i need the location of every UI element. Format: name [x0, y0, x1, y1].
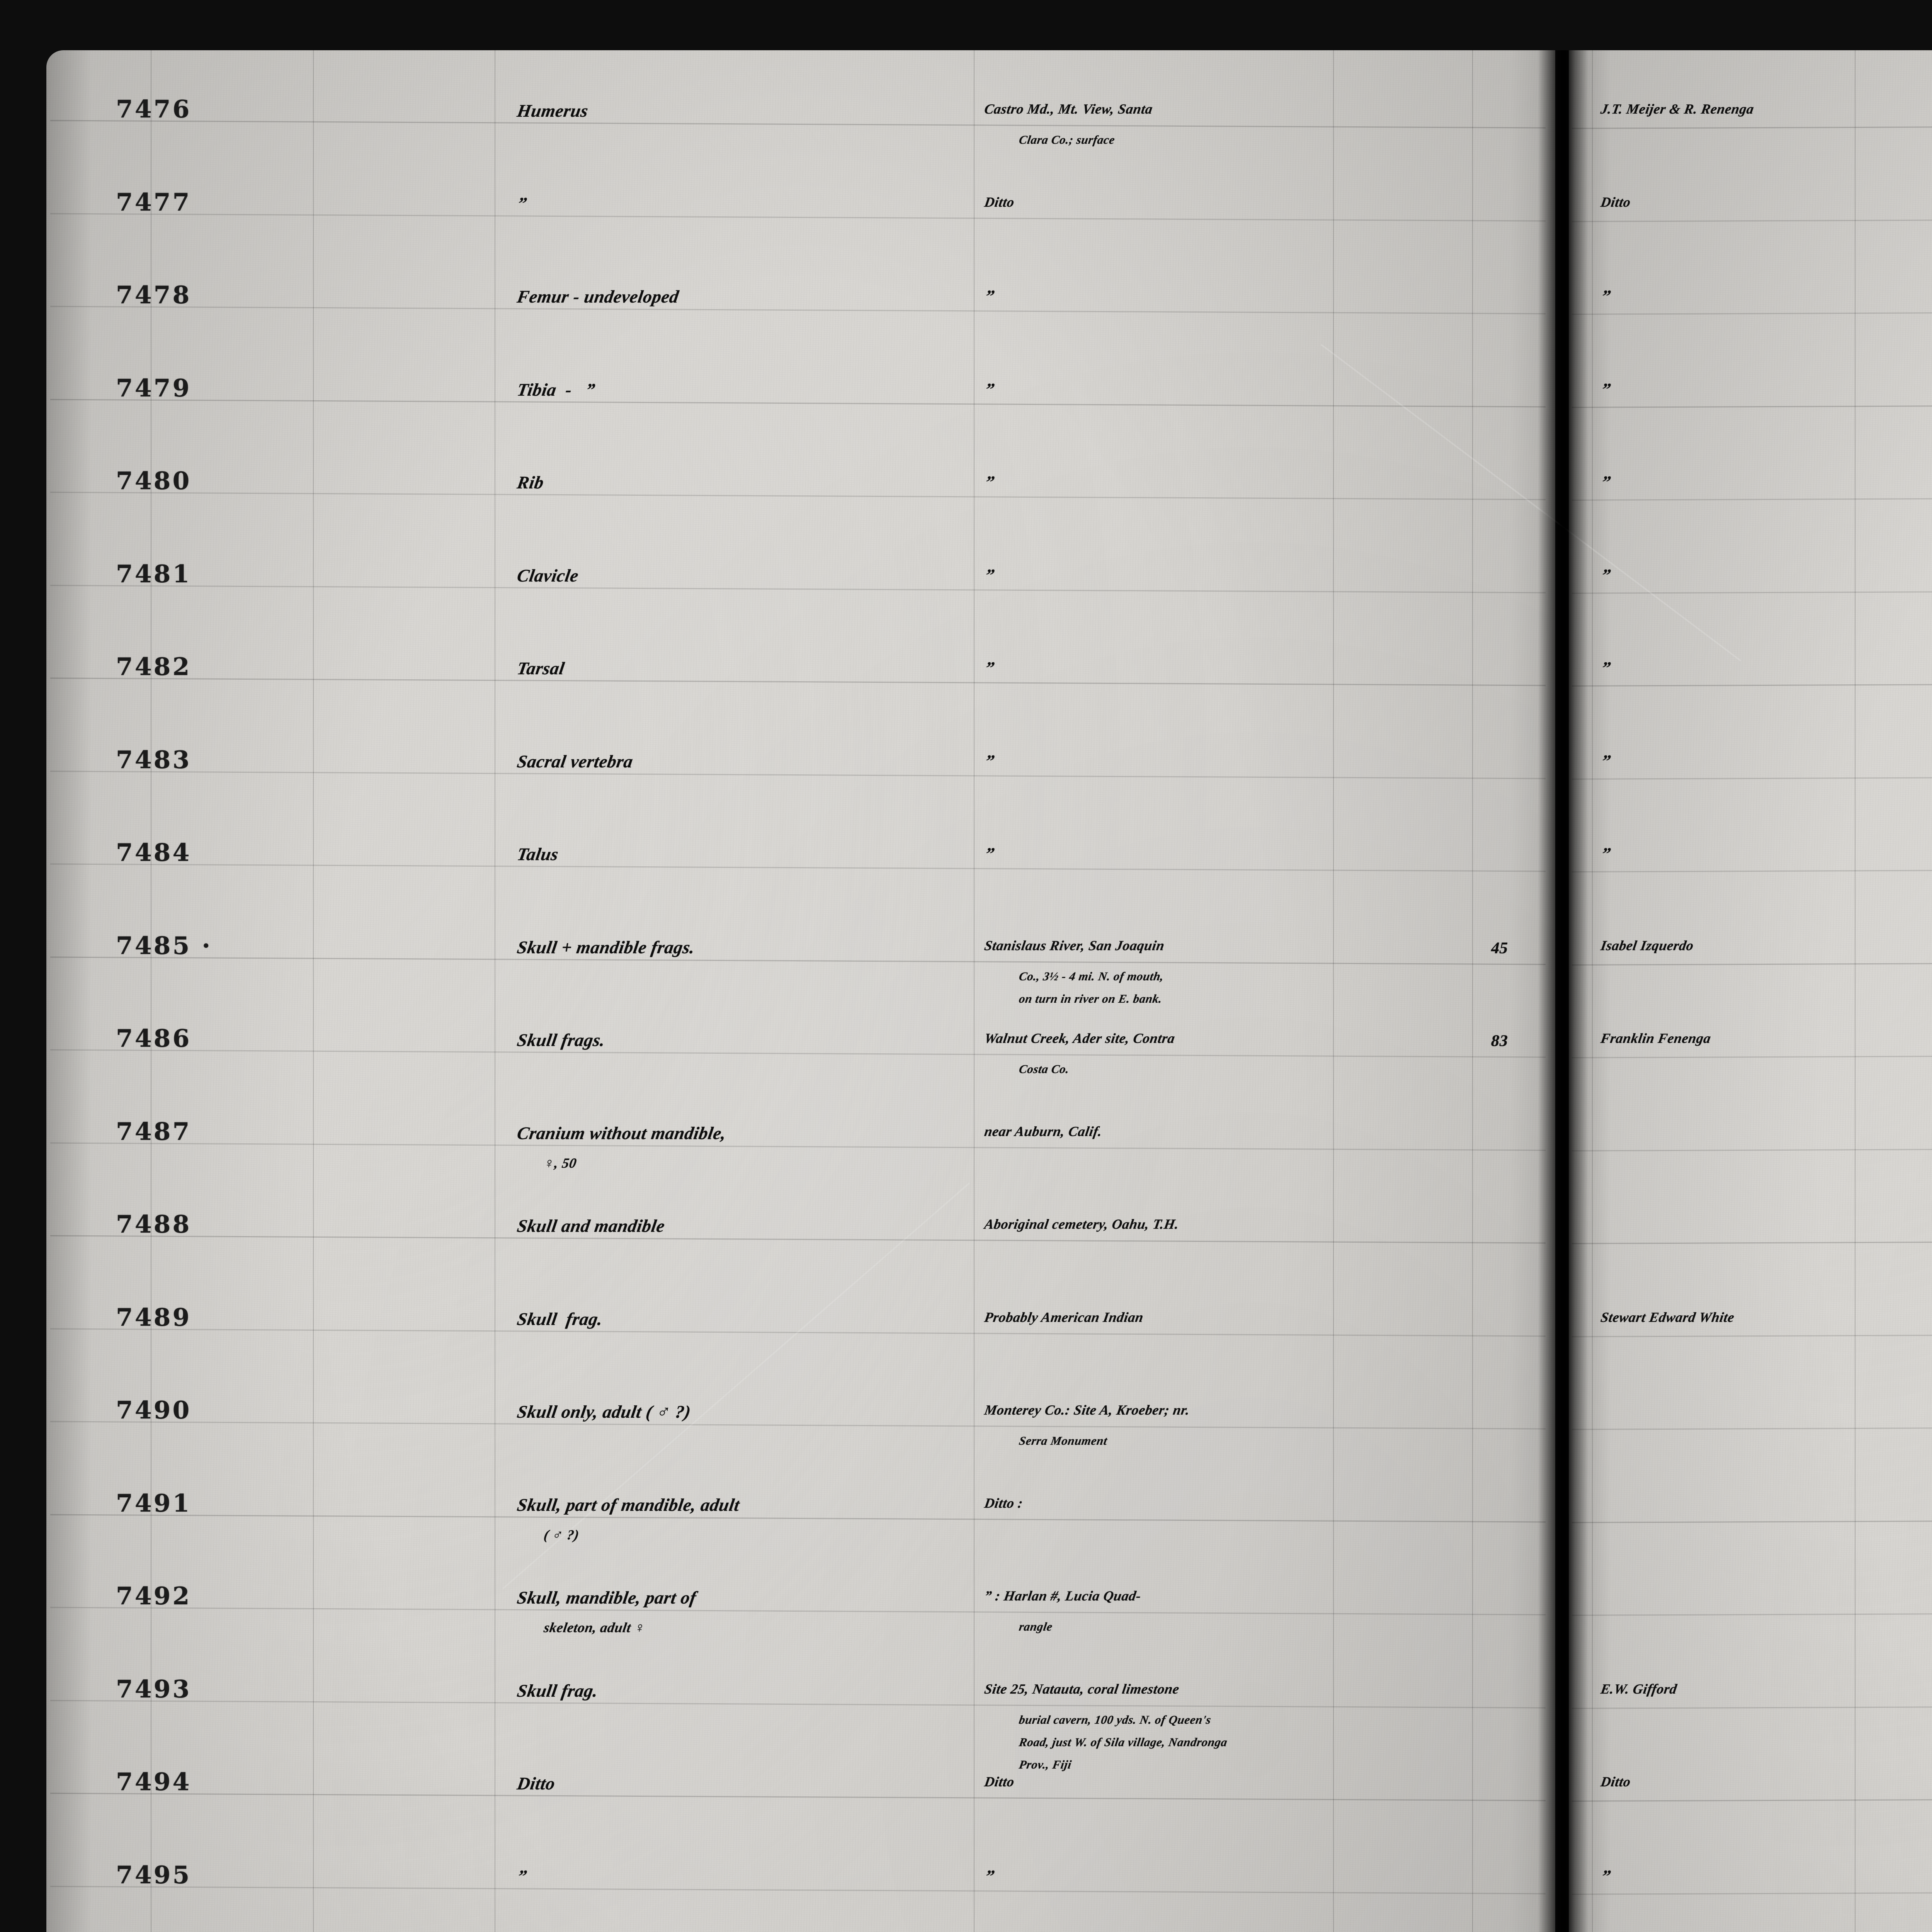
locality-provenience-cont: Costa Co.	[1018, 1062, 1070, 1076]
ledger-page-left	[46, 50, 1555, 1932]
catalog-number: 7482	[116, 652, 192, 681]
catalog-number: 7488	[116, 1210, 192, 1238]
catalog-number: 7491	[116, 1489, 192, 1517]
catalog-number: 7492	[116, 1582, 192, 1610]
locality-provenience: Aboriginal cemetery, Oahu, T.H.	[983, 1216, 1180, 1232]
catalog-number: 7487	[116, 1117, 192, 1146]
locality-provenience-cont: rangle	[1018, 1620, 1054, 1633]
object-description: Cranium without mandible,	[515, 1123, 728, 1143]
locality-provenience-cont: Road, just W. of Sila village, Nandronga	[1018, 1735, 1229, 1749]
object-description: Skull frags.	[515, 1030, 607, 1050]
open-ledger-book: 7476 Humerus Castro Md., Mt. View, Santa Cl…	[46, 50, 1932, 1932]
object-description: Tibia - ”	[515, 380, 597, 400]
locality-provenience: Probably American Indian	[983, 1310, 1145, 1325]
object-description: Skull frag.	[515, 1681, 600, 1701]
object-description-cont: ♀, 50	[543, 1155, 578, 1171]
catalog-number: 7483	[116, 745, 192, 774]
locality-provenience: Ditto	[983, 1774, 1016, 1789]
catalog-number: 7489	[116, 1303, 192, 1332]
page-vignette-left	[46, 50, 1555, 1932]
object-description: Clavicle	[515, 566, 580, 585]
object-description: Rib	[515, 473, 546, 492]
locality-provenience: Site 25, Natauta, coral limestone	[983, 1681, 1180, 1697]
locality-provenience-cont: Serra Monument	[1018, 1434, 1109, 1447]
catalog-number: 7494	[116, 1767, 192, 1796]
collector: Ditto	[1599, 194, 1632, 210]
catalog-number: 7477	[116, 188, 192, 216]
collector: J.T. Meijer & R. Renenga	[1599, 101, 1755, 117]
locality-provenience: Monterey Co.: Site A, Kroeber; nr.	[983, 1402, 1191, 1418]
locality-provenience: Ditto :	[983, 1495, 1024, 1511]
object-description-cont: skeleton, adult ♀	[543, 1620, 647, 1635]
page-vignette-right	[1569, 50, 1932, 1932]
site-number: 45	[1489, 939, 1510, 957]
catalog-number: 7490	[116, 1396, 192, 1424]
locality-provenience-cont: burial cavern, 100 yds. N. of Queen's	[1018, 1713, 1212, 1726]
collector: Isabel Izquerdo	[1599, 938, 1695, 953]
locality-provenience: Walnut Creek, Ader site, Contra	[983, 1031, 1176, 1046]
object-description: Femur - undeveloped	[515, 287, 680, 306]
object-description: Skull, part of mandible, adult	[515, 1495, 742, 1515]
paper-grain-right	[1569, 50, 1932, 1932]
locality-provenience: Castro Md., Mt. View, Santa	[983, 101, 1154, 117]
object-description: Humerus	[515, 101, 590, 121]
object-description: Ditto	[515, 1774, 557, 1793]
catalog-number: 7480	[116, 466, 192, 495]
column-rule	[1333, 50, 1334, 1932]
ledger-page-right	[1569, 50, 1932, 1932]
locality-provenience: near Auburn, Calif.	[983, 1124, 1104, 1139]
catalog-number: 7481	[116, 560, 192, 588]
catalog-number: 7495	[116, 1861, 192, 1889]
object-description: Talus	[515, 844, 560, 864]
locality-provenience-cont: on turn in river on E. bank.	[1018, 992, 1163, 1005]
paper-grain-left	[46, 50, 1555, 1932]
catalog-number: 7486	[116, 1024, 192, 1053]
catalog-number: 7478	[116, 281, 192, 309]
object-description: Tarsal	[515, 658, 566, 678]
object-description: Sacral vertebra	[515, 752, 634, 771]
collector: E.W. Gifford	[1599, 1681, 1679, 1697]
catalog-number: 7479	[116, 374, 192, 402]
object-description-cont: ( ♂ ?)	[543, 1527, 580, 1543]
locality-provenience: Ditto	[983, 194, 1016, 210]
object-description: Skull + mandible frags.	[515, 937, 697, 957]
object-description: Skull, mandible, part of	[515, 1588, 698, 1607]
column-rule	[313, 50, 314, 1932]
column-rule	[1592, 50, 1593, 1932]
collector: Franklin Fenenga	[1599, 1031, 1712, 1046]
locality-provenience-cont: Prov., Fiji	[1018, 1758, 1073, 1771]
collector: Ditto	[1599, 1774, 1632, 1789]
catalog-number: 7493	[116, 1675, 192, 1703]
catalog-number: 7484	[116, 838, 192, 867]
collector: Stewart Edward White	[1599, 1310, 1736, 1325]
column-rule	[1472, 50, 1473, 1932]
site-number: 83	[1489, 1032, 1510, 1050]
locality-provenience-cont: Co., 3½ - 4 mi. N. of mouth,	[1018, 969, 1165, 983]
object-description: Skull and mandible	[515, 1216, 667, 1236]
object-description: Skull frag.	[515, 1309, 604, 1329]
object-description: Skull only, adult ( ♂ ?)	[515, 1402, 692, 1422]
locality-provenience: Stanislaus River, San Joaquin	[983, 938, 1166, 953]
column-rule	[974, 50, 975, 1932]
catalog-number: 7485 ·	[116, 931, 213, 960]
locality-provenience: ” : Harlan #, Lucia Quad-	[983, 1588, 1143, 1604]
catalog-number: 7476	[116, 95, 192, 123]
locality-provenience-cont: Clara Co.; surface	[1018, 133, 1116, 146]
